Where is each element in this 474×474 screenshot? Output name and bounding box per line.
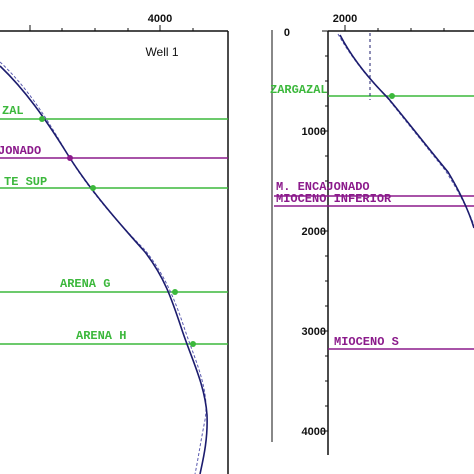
horizon-label: ZAL <box>2 104 24 118</box>
tick-label: 2000 <box>302 226 326 238</box>
panel-title: Well 1 <box>145 45 178 59</box>
horizon-label: TE SUP <box>4 175 47 189</box>
horizon-label: JONADO <box>0 144 41 158</box>
horizon-marker <box>389 93 395 99</box>
tick-label: 3000 <box>302 326 326 338</box>
horizon-label: M. ENCAJONADO <box>276 180 370 194</box>
smoothed-log <box>0 65 208 474</box>
horizon-markers <box>39 116 196 347</box>
smoothed-log <box>339 34 474 229</box>
horizon-label: MIOCENO INFERIOR <box>276 192 392 206</box>
tick-label: 4000 <box>148 13 172 25</box>
raw-log <box>0 61 207 474</box>
tick-label: 1000 <box>302 126 326 138</box>
horizon-label: MIOCENO S <box>334 335 399 349</box>
horizon-label: ARENA G <box>60 277 110 291</box>
tick-label: 4000 <box>302 426 326 438</box>
tick-label: 0 <box>284 27 290 39</box>
horizon-label: ARENA H <box>76 329 126 343</box>
tick-label: 2000 <box>333 13 357 25</box>
top-ticks <box>29 25 194 31</box>
horizon-label: ZARGAZAL <box>270 83 328 97</box>
depth-ticks <box>322 25 445 432</box>
